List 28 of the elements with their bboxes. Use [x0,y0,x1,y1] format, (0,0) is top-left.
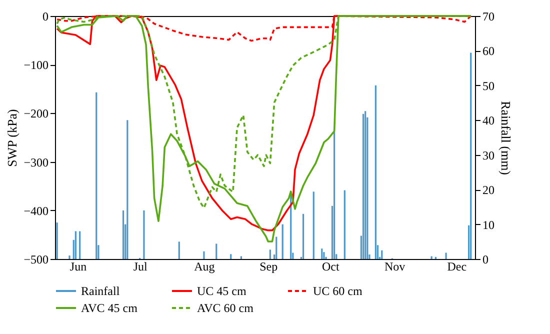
y2-tick-label: 10 [482,218,494,232]
y-tick-label: −300 [24,155,48,170]
y-tick-label: −100 [24,58,48,72]
x-tick-label: Oct [322,260,340,274]
y-tick-label: −200 [24,106,48,121]
legend-label: UC 45 cm [197,284,247,298]
y2-tick-label: 70 [482,10,494,24]
y-tick-label: −400 [24,204,48,218]
y2-tick-label: 30 [482,148,494,162]
y-axis-title: SWP (kPa) [4,109,20,167]
y-tick-label: 0 [42,10,48,24]
y2-tick-label: 60 [482,44,494,58]
x-tick-label: Sep [260,260,278,274]
x-tick-label: Jul [133,260,148,274]
x-tick-label: Nov [384,260,406,274]
y-tick-label: −500 [24,252,48,266]
x-tick-label: Dec [447,260,467,274]
legend-label: Rainfall [81,284,120,298]
y2-tick-label: 0 [482,252,488,266]
legend-label: AVC 45 cm [81,301,138,315]
x-tick-label: Aug [194,260,215,274]
y2-tick-label: 50 [482,78,494,93]
y2-tick-label: 20 [482,183,494,198]
x-tick-label: Jun [70,260,87,274]
y2-axis-title: Rainfall (mm) [498,100,514,176]
y2-tick-label: 40 [482,114,494,128]
legend-label: UC 60 cm [313,284,363,298]
legend-label: AVC 60 cm [197,301,254,315]
